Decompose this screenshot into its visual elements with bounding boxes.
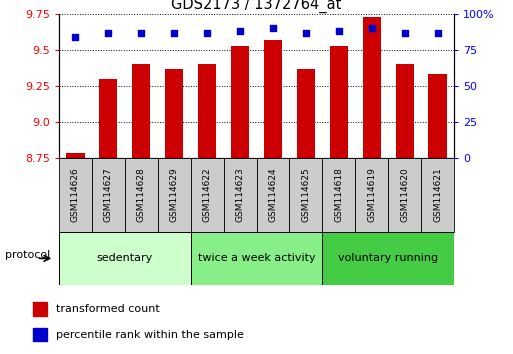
Title: GDS2173 / 1372764_at: GDS2173 / 1372764_at xyxy=(171,0,342,13)
Bar xyxy=(33,302,47,316)
Bar xyxy=(224,158,256,232)
Point xyxy=(71,34,80,40)
Text: GSM114621: GSM114621 xyxy=(433,167,442,222)
Text: GSM114628: GSM114628 xyxy=(137,167,146,222)
Bar xyxy=(100,79,117,158)
Point xyxy=(334,29,343,34)
Bar xyxy=(191,158,224,232)
Text: protocol: protocol xyxy=(5,250,50,260)
Point xyxy=(203,30,211,36)
Bar xyxy=(33,328,47,341)
Bar xyxy=(165,69,183,158)
Text: transformed count: transformed count xyxy=(56,304,160,314)
Bar xyxy=(289,158,322,232)
Bar xyxy=(59,232,191,285)
Bar xyxy=(264,40,282,158)
Text: GSM114620: GSM114620 xyxy=(400,167,409,222)
Text: sedentary: sedentary xyxy=(97,253,153,263)
Bar xyxy=(388,158,421,232)
Bar xyxy=(322,232,454,285)
Bar xyxy=(66,153,85,158)
Bar xyxy=(428,74,447,158)
Text: voluntary running: voluntary running xyxy=(338,253,438,263)
Text: GSM114629: GSM114629 xyxy=(170,167,179,222)
Bar xyxy=(355,158,388,232)
Text: twice a week activity: twice a week activity xyxy=(198,253,315,263)
Bar xyxy=(198,64,216,158)
Point xyxy=(236,29,244,34)
Text: GSM114625: GSM114625 xyxy=(301,167,310,222)
Bar xyxy=(125,158,158,232)
Bar xyxy=(132,64,150,158)
Bar xyxy=(297,69,315,158)
Bar xyxy=(59,158,92,232)
Bar xyxy=(231,46,249,158)
Point xyxy=(302,30,310,36)
Text: GSM114624: GSM114624 xyxy=(268,167,278,222)
Bar xyxy=(363,17,381,158)
Bar xyxy=(191,232,322,285)
Point xyxy=(433,30,442,36)
Text: GSM114627: GSM114627 xyxy=(104,167,113,222)
Bar xyxy=(322,158,355,232)
Bar xyxy=(158,158,191,232)
Text: GSM114618: GSM114618 xyxy=(334,167,343,222)
Text: GSM114626: GSM114626 xyxy=(71,167,80,222)
Point xyxy=(368,25,376,31)
Point xyxy=(269,25,277,31)
Point xyxy=(137,30,145,36)
Text: GSM114622: GSM114622 xyxy=(203,167,212,222)
Bar xyxy=(396,64,413,158)
Bar xyxy=(330,46,348,158)
Text: GSM114623: GSM114623 xyxy=(235,167,245,222)
Bar xyxy=(92,158,125,232)
Bar xyxy=(256,158,289,232)
Text: GSM114619: GSM114619 xyxy=(367,167,376,222)
Bar xyxy=(421,158,454,232)
Point xyxy=(170,30,179,36)
Text: percentile rank within the sample: percentile rank within the sample xyxy=(56,330,244,339)
Point xyxy=(104,30,112,36)
Point xyxy=(401,30,409,36)
